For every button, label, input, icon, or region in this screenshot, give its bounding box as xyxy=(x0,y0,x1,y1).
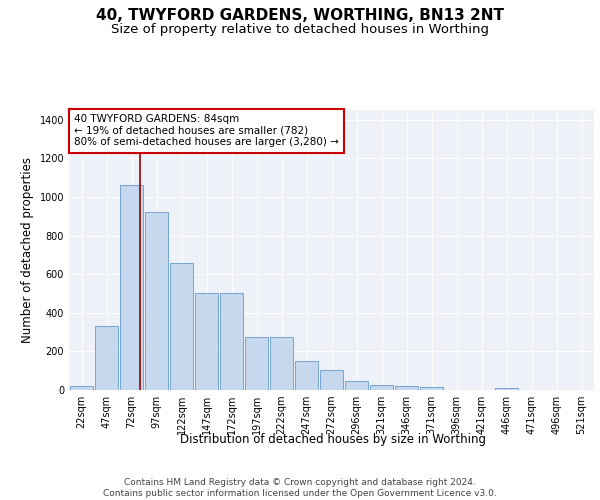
Bar xyxy=(145,212,169,390)
Bar xyxy=(395,386,418,390)
Text: Size of property relative to detached houses in Worthing: Size of property relative to detached ho… xyxy=(111,22,489,36)
Bar xyxy=(269,337,293,390)
Bar xyxy=(295,361,319,390)
Bar xyxy=(370,385,394,390)
Bar xyxy=(220,294,244,390)
Bar xyxy=(494,388,518,390)
Bar xyxy=(419,387,443,390)
Bar xyxy=(320,370,343,390)
Bar xyxy=(194,294,218,390)
Text: Contains HM Land Registry data © Crown copyright and database right 2024.
Contai: Contains HM Land Registry data © Crown c… xyxy=(103,478,497,498)
Bar xyxy=(344,382,368,390)
Bar xyxy=(119,186,143,390)
Y-axis label: Number of detached properties: Number of detached properties xyxy=(21,157,34,343)
Bar xyxy=(170,262,193,390)
Bar xyxy=(95,326,118,390)
Text: Distribution of detached houses by size in Worthing: Distribution of detached houses by size … xyxy=(180,432,486,446)
Bar xyxy=(245,337,268,390)
Text: 40, TWYFORD GARDENS, WORTHING, BN13 2NT: 40, TWYFORD GARDENS, WORTHING, BN13 2NT xyxy=(96,8,504,22)
Text: 40 TWYFORD GARDENS: 84sqm
← 19% of detached houses are smaller (782)
80% of semi: 40 TWYFORD GARDENS: 84sqm ← 19% of detac… xyxy=(74,114,339,148)
Bar xyxy=(70,386,94,390)
